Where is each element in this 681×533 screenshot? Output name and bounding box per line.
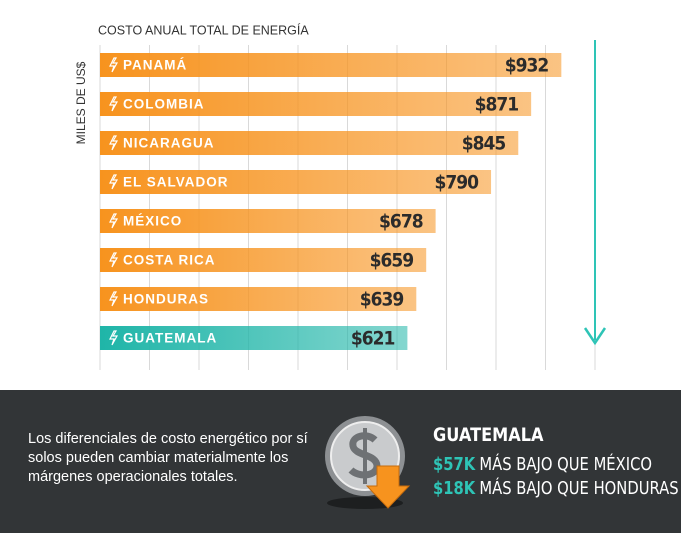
category-label: NICARAGUA xyxy=(123,136,215,151)
category-label: GUATEMALA xyxy=(123,331,217,346)
chart-title: COSTO ANUAL TOTAL DE ENERGÍA xyxy=(98,22,309,37)
footer-panel: Los diferenciales de costo energético po… xyxy=(0,390,681,533)
bar xyxy=(100,53,562,77)
footer-text: Los diferenciales de costo energético po… xyxy=(28,431,308,485)
bolt-icon xyxy=(109,135,119,151)
comparison-line: $18K MÁS BAJO QUE HONDURAS xyxy=(433,478,679,499)
amount: $57K xyxy=(433,454,476,475)
category-label: COLOMBIA xyxy=(123,97,205,112)
category-label: MÉXICO xyxy=(123,214,182,229)
comparison-text: MÁS BAJO QUE HONDURAS xyxy=(479,478,679,499)
value-label: $932 xyxy=(505,55,549,77)
bolt-icon xyxy=(109,291,119,307)
bar xyxy=(100,209,436,233)
comparison-line: $57K MÁS BAJO QUE MÉXICO xyxy=(433,454,652,475)
bar xyxy=(100,131,519,155)
bolt-icon xyxy=(109,330,119,346)
value-label: $621 xyxy=(351,328,395,350)
category-label: EL SALVADOR xyxy=(123,175,229,190)
value-label: $639 xyxy=(360,289,404,311)
highlight-title: GUATEMALA xyxy=(433,424,544,446)
bar xyxy=(100,92,532,116)
bolt-icon xyxy=(109,252,119,268)
category-label: COSTA RICA xyxy=(123,253,216,268)
value-label: $790 xyxy=(434,172,479,194)
comparison-text: MÁS BAJO QUE MÉXICO xyxy=(479,454,653,475)
category-label: HONDURAS xyxy=(123,292,209,307)
amount: $18K xyxy=(433,478,476,499)
bolt-icon xyxy=(109,174,119,190)
category-label: PANAMÁ xyxy=(123,58,187,73)
bar xyxy=(100,248,427,272)
bar xyxy=(100,170,492,194)
bar xyxy=(100,326,408,350)
bolt-icon xyxy=(109,96,119,112)
y-axis-label: MILES DE US$ xyxy=(74,61,88,144)
value-label: $659 xyxy=(370,250,414,272)
bolt-icon xyxy=(109,213,119,229)
value-label: $871 xyxy=(475,94,519,116)
chart: COSTO ANUAL TOTAL DE ENERGÍA MILES DE US… xyxy=(74,22,607,370)
bolt-icon xyxy=(109,57,119,73)
coin-icon xyxy=(325,416,411,509)
trend-arrow xyxy=(583,40,607,346)
bar xyxy=(100,287,417,311)
value-label: $845 xyxy=(462,133,506,155)
value-label: $678 xyxy=(379,211,423,233)
